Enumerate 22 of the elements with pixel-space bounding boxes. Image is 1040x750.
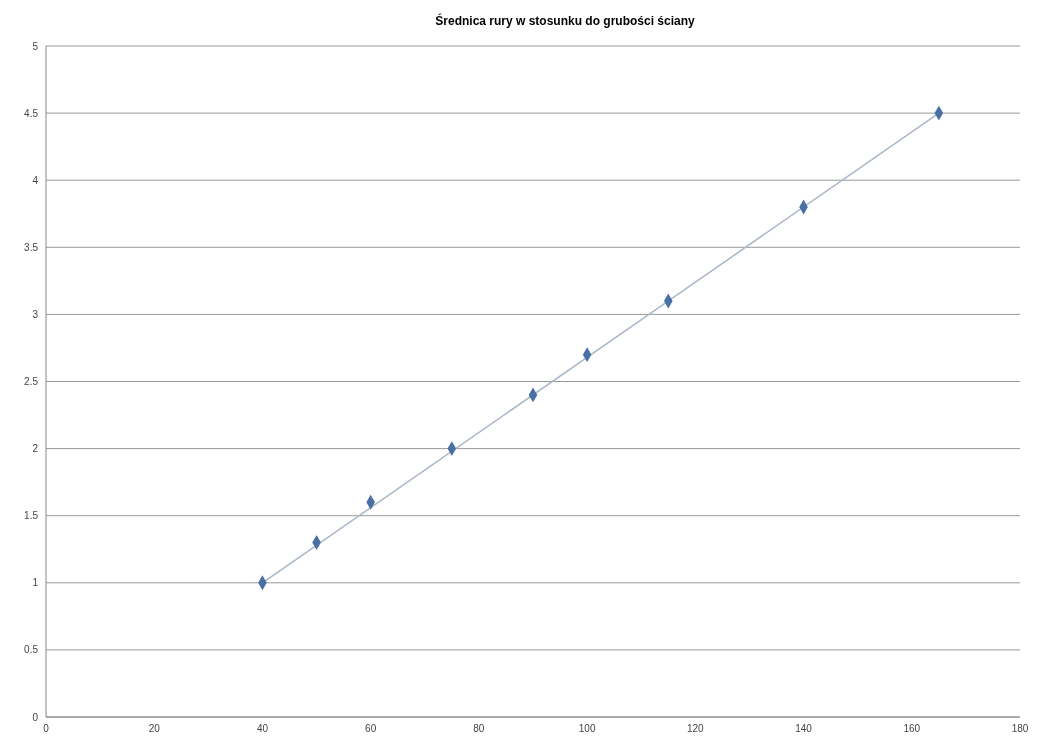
y-tick-label: 1.5 (24, 510, 39, 522)
y-tick-label: 1 (32, 577, 39, 589)
y-tick-label: 0.5 (24, 644, 39, 656)
y-tick-label: 0 (32, 711, 39, 723)
x-tick-label: 160 (903, 723, 921, 735)
x-tick-label: 120 (686, 723, 705, 735)
y-tick-label: 3 (32, 308, 39, 320)
x-tick-label: 20 (148, 723, 161, 735)
x-tick-label: 0 (43, 723, 50, 735)
chart-title: Średnica rury w stosunku do grubości ściany (434, 12, 696, 30)
y-tick-label: 3.5 (24, 241, 39, 253)
x-tick-label: 40 (256, 723, 269, 735)
y-tick-label: 2.5 (24, 376, 39, 388)
x-tick-label: 140 (795, 723, 813, 735)
x-tick-label: 180 (1011, 723, 1029, 735)
y-tick-label: 5 (32, 40, 39, 52)
y-tick-label: 4.5 (24, 107, 39, 119)
x-tick-label: 100 (578, 723, 596, 735)
x-tick-label: 80 (473, 723, 485, 735)
y-tick-label: 2 (32, 443, 39, 455)
x-tick-label: 60 (365, 723, 377, 735)
y-tick-label: 4 (32, 174, 39, 186)
